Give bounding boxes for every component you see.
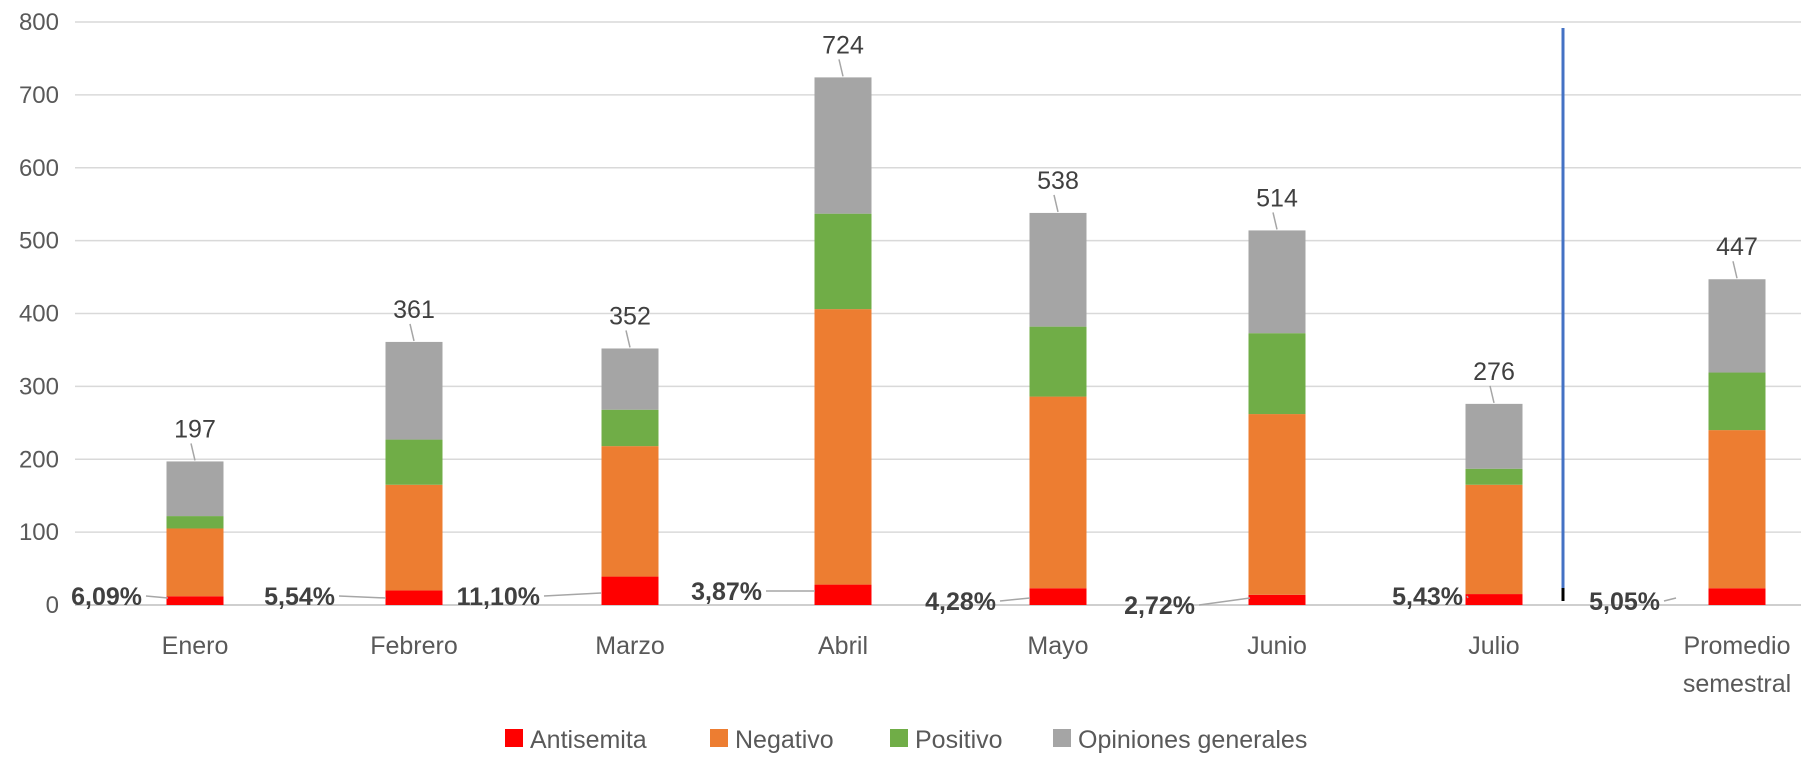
total-label: 447 xyxy=(1716,233,1758,261)
percentage-label: 4,28% xyxy=(925,588,996,616)
y-tick-label: 200 xyxy=(19,446,59,473)
bar-segment-positivo xyxy=(1248,333,1306,415)
category-label: Abril xyxy=(818,632,868,660)
bar-segment-opiniones-generales xyxy=(166,461,224,517)
leader-line xyxy=(409,323,415,342)
total-label: 538 xyxy=(1037,167,1079,195)
bar-segment-antisemita xyxy=(601,576,659,605)
bar-segment-negativo xyxy=(1248,414,1306,595)
percentage-label: 5,05% xyxy=(1589,588,1660,616)
bar-segment-antisemita xyxy=(385,590,443,605)
y-tick-label: 300 xyxy=(19,373,59,400)
percentage-label: 6,09% xyxy=(71,583,142,611)
legend: Antisemita Negativo Positivo Opiniones gene… xyxy=(505,726,1307,754)
bar-segment-opiniones-generales xyxy=(1029,212,1087,327)
leader-line xyxy=(1466,595,1469,599)
percentage-label: 11,10% xyxy=(457,583,540,611)
bar-segment-positivo xyxy=(601,409,659,447)
y-tick-label: 400 xyxy=(19,301,59,328)
category-label: Julio xyxy=(1468,632,1519,660)
legend-label: Antisemita xyxy=(530,726,647,754)
bar-segment-positivo xyxy=(1708,372,1766,431)
leader-line xyxy=(1732,261,1738,279)
percentage-label: 5,43% xyxy=(1392,583,1463,611)
y-tick-label: 100 xyxy=(19,519,59,546)
leader-line xyxy=(1663,597,1677,602)
leader-line xyxy=(1053,194,1059,213)
total-label: 276 xyxy=(1473,358,1515,386)
legend-label: Positivo xyxy=(915,726,1003,754)
total-label: 197 xyxy=(174,415,216,443)
category-label: Promedio xyxy=(1684,632,1791,660)
bar-segment-antisemita xyxy=(1248,594,1306,605)
percentage-label: 3,87% xyxy=(691,578,762,606)
bar-segment-negativo xyxy=(601,446,659,577)
y-tick-label: 800 xyxy=(19,9,59,36)
gridlines xyxy=(75,21,1801,606)
legend-label: Negativo xyxy=(735,726,834,754)
bar-segment-negativo xyxy=(1029,396,1087,589)
bar-segment-negativo xyxy=(385,484,443,591)
category-label: Marzo xyxy=(595,632,664,660)
category-label: Febrero xyxy=(370,632,458,660)
legend-swatch xyxy=(710,729,728,747)
bar-segment-negativo xyxy=(1708,430,1766,589)
y-tick-label: 0 xyxy=(46,592,59,619)
leader-line xyxy=(543,592,602,597)
bar-segment-positivo xyxy=(1465,468,1523,485)
y-tick-label: 600 xyxy=(19,155,59,182)
bar-segment-antisemita xyxy=(1465,594,1523,605)
category-label: Enero xyxy=(162,632,229,660)
bar-segment-antisemita xyxy=(1708,588,1766,605)
leader-line xyxy=(145,595,169,599)
bar-segment-opiniones-generales xyxy=(385,341,443,440)
bar-segment-negativo xyxy=(814,309,872,585)
percentage-label: 5,54% xyxy=(264,583,335,611)
leader-line xyxy=(838,59,844,77)
leader-line xyxy=(338,595,387,599)
bar-segment-antisemita xyxy=(166,596,224,605)
legend-swatch xyxy=(890,729,908,747)
legend-label: Opiniones generales xyxy=(1078,726,1307,754)
total-label: 514 xyxy=(1256,184,1298,212)
legend-swatch xyxy=(1053,729,1071,747)
bar-segment-opiniones-generales xyxy=(601,348,659,410)
data-labels: 197 6,09% 361 5,54% 352 11,10% 724 3,87% 538 4,28… xyxy=(71,31,1758,620)
y-axis-tick-labels: 0 100 200 300 400 500 600 700 800 xyxy=(19,9,59,619)
bar-segment-opiniones-generales xyxy=(1248,230,1306,334)
total-label: 361 xyxy=(393,296,435,324)
bars xyxy=(166,77,1766,605)
bar-segment-opiniones-generales xyxy=(1708,279,1766,373)
bar-segment-opiniones-generales xyxy=(1465,403,1523,469)
leader-line xyxy=(999,597,1031,602)
bar-segment-positivo xyxy=(166,516,224,529)
category-label: Mayo xyxy=(1027,632,1088,660)
y-tick-label: 700 xyxy=(19,82,59,109)
bar-segment-antisemita xyxy=(1029,588,1087,605)
category-label-line2: semestral xyxy=(1683,670,1791,698)
bar-segment-positivo xyxy=(1029,326,1087,397)
x-axis-category-labels: Enero Febrero Marzo Abril Mayo Junio Julio Prom… xyxy=(162,632,1792,698)
bar-segment-opiniones-generales xyxy=(814,77,872,214)
bar-segment-positivo xyxy=(385,439,443,485)
bar-segment-antisemita xyxy=(814,584,872,605)
percentage-label: 2,72% xyxy=(1124,592,1195,620)
y-tick-label: 500 xyxy=(19,228,59,255)
leader-line xyxy=(1198,597,1251,606)
bar-segment-positivo xyxy=(814,213,872,310)
leader-line xyxy=(190,443,196,461)
category-label: Junio xyxy=(1247,632,1307,660)
bar-segment-negativo xyxy=(1465,484,1523,595)
total-label: 352 xyxy=(609,302,651,330)
legend-swatch xyxy=(505,729,523,747)
leader-line xyxy=(1272,212,1278,230)
leader-line xyxy=(1489,385,1495,404)
bar-segment-negativo xyxy=(166,528,224,597)
leader-line xyxy=(625,330,631,348)
total-label: 724 xyxy=(822,31,864,59)
